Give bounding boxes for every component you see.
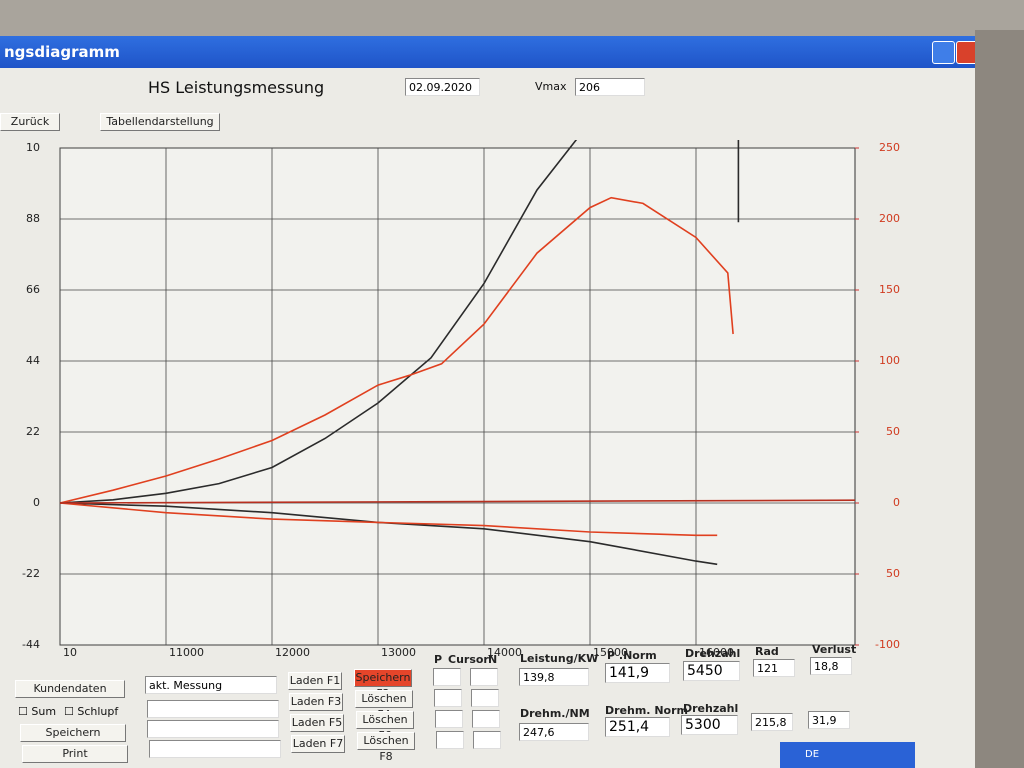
y2-tick-label: 50 (886, 425, 900, 438)
plot-area (59, 147, 856, 646)
wheel2-field: 215,8 (751, 713, 793, 731)
load-button[interactable]: Laden F7 (291, 735, 345, 753)
field[interactable] (472, 710, 500, 728)
y2-tick-label: 200 (879, 212, 900, 225)
rpm-field: 5450 (683, 661, 740, 681)
loss-field: 18,8 (810, 657, 852, 675)
back-button[interactable]: Zurück (0, 113, 60, 131)
delete-button[interactable]: Löschen F6 (356, 711, 414, 742)
taskbar: DE (780, 742, 915, 768)
pnorm-field: 141,9 (605, 663, 670, 683)
y2-tick-label: 150 (879, 283, 900, 296)
field[interactable] (473, 731, 501, 749)
loss2-field: 31,9 (808, 711, 850, 729)
y-tick-label: -44 (22, 638, 40, 651)
loss-label: Verlust (812, 643, 857, 656)
field[interactable] (149, 740, 281, 758)
vmax-field[interactable]: 206 (575, 78, 645, 96)
data-line (59, 140, 740, 504)
header-title: HS Leistungsmessung (148, 78, 325, 97)
field[interactable] (470, 668, 498, 686)
chart: 10 11000 12000 13000 14000 15000 16000 -44 -22 0 2… (22, 140, 900, 659)
vmax-label: Vmax (535, 80, 567, 93)
y-tick-label: 22 (26, 425, 40, 438)
window-title: ngsdiagramm (4, 43, 120, 61)
field[interactable] (434, 689, 462, 707)
load-button[interactable]: Laden F5 (290, 714, 344, 732)
y2-tick-label: 0 (893, 496, 900, 509)
delete-button[interactable]: Löschen F8 (357, 732, 415, 763)
language: DE (805, 749, 820, 760)
cursor-label: Cursor (448, 653, 489, 666)
y-tick-label: 44 (26, 354, 40, 367)
save-button[interactable]: Speichern (20, 724, 126, 742)
tnorm-label: Drehm. Norm (605, 704, 688, 717)
y-tick-label: 66 (26, 283, 40, 296)
sum-checkbox[interactable]: ☐ Sum (18, 705, 57, 718)
title-bar: ngsdiagramm (0, 36, 979, 68)
y2-tick-label: 100 (879, 354, 900, 367)
x-tick-label: 11000 (169, 646, 204, 659)
y2-tick-label: 250 (879, 141, 900, 154)
maximize-button[interactable] (932, 41, 955, 64)
tnorm-field: 251,4 (605, 717, 670, 737)
rpm-label: Drehzahl (685, 647, 741, 660)
measurement-field[interactable]: akt. Messung (145, 676, 277, 694)
y-tick-label: 0 (33, 496, 40, 509)
x-tick-label: 16000 (699, 646, 734, 659)
load-button[interactable]: Laden F3 (289, 693, 343, 711)
wheel-field: 121 (753, 659, 795, 677)
print-button[interactable]: Print (22, 745, 128, 763)
field[interactable] (471, 689, 499, 707)
pnorm-label: P .Norm (607, 649, 657, 662)
y-tick-label: -22 (22, 567, 40, 580)
field[interactable] (147, 720, 279, 738)
torque-label: Drehm./NM (520, 707, 590, 720)
x-tick-label: 10 (63, 646, 77, 659)
date-field[interactable]: 02.09.2020 (405, 78, 480, 96)
customer-button[interactable]: Kundendaten (15, 680, 125, 698)
save-f2-button[interactable]: Speichern F2 (354, 669, 412, 700)
data-line (59, 499, 856, 504)
y-tick-label: 10 (26, 141, 40, 154)
data-line (59, 196, 734, 504)
table-button[interactable]: Tabellendarstellung (100, 113, 220, 131)
load-button[interactable]: Laden F1 (288, 672, 342, 690)
y-tick-label: 88 (26, 212, 40, 225)
field[interactable] (433, 668, 461, 686)
n-label: N (488, 653, 498, 666)
x-tick-label: 15000 (593, 646, 628, 659)
field[interactable] (435, 710, 463, 728)
monitor-bezel (975, 30, 1024, 768)
x-tick-label: 12000 (275, 646, 310, 659)
rpm2-field: 5300 (681, 715, 738, 735)
power-field: 139,8 (519, 668, 589, 686)
x-tick-label: 13000 (381, 646, 416, 659)
power-label: Leistung/KW (520, 652, 599, 665)
field[interactable] (147, 700, 279, 718)
slip-checkbox[interactable]: ☐ Schlupf (64, 705, 119, 718)
p-label: P (434, 653, 443, 666)
wheel-label: Rad (755, 645, 779, 658)
sum-label: Sum (31, 705, 57, 718)
x-tick-label: 14000 (487, 646, 522, 659)
y2-tick-label: -100 (875, 638, 900, 651)
data-line (59, 502, 718, 566)
field[interactable] (436, 731, 464, 749)
torque-field: 247,6 (519, 723, 589, 741)
y2-tick-label: 50 (886, 567, 900, 580)
data-line (59, 502, 718, 537)
delete-button[interactable]: Löschen F4 (355, 690, 413, 721)
slip-label: Schlupf (77, 705, 119, 718)
rpm2-label: Drehzahl (683, 702, 739, 715)
